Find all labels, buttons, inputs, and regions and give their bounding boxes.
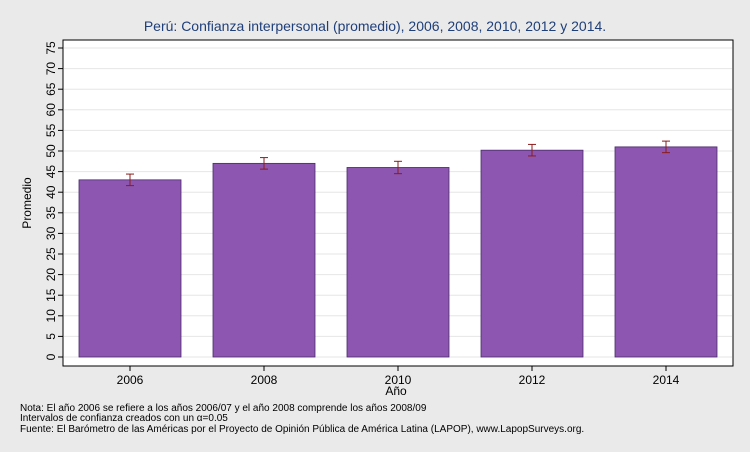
y-tick-label: 70 (44, 62, 58, 76)
note-line-1: Nota: El año 2006 se refiere a los años … (20, 403, 427, 414)
y-tick-label: 5 (44, 333, 58, 340)
y-axis-label: Promedio (20, 177, 34, 229)
note-line-2: Intervalos de confianza creados con un α… (20, 413, 228, 424)
error-bars (126, 140, 670, 187)
y-tick-label: 60 (44, 103, 58, 117)
y-tick-label: 50 (44, 144, 58, 158)
y-tick-label: 0 (44, 353, 58, 360)
bar (212, 162, 316, 358)
x-axis-label: Año (385, 384, 407, 398)
chart-title: Perú: Confianza interpersonal (promedio)… (144, 18, 606, 34)
y-tick-label: 45 (44, 165, 58, 179)
y-axis-ticks: 0 5 10 15 20 25 30 35 40 45 50 55 60 65 70 75 (44, 41, 63, 360)
x-tick-label: 2014 (653, 373, 680, 387)
bars (78, 146, 718, 358)
x-tick-label: 2008 (251, 373, 278, 387)
y-tick-label: 15 (44, 288, 58, 302)
bar (78, 179, 182, 358)
y-tick-label: 10 (44, 309, 58, 323)
y-tick-label: 25 (44, 247, 58, 261)
x-tick-label: 2010 (385, 373, 412, 387)
y-tick-label: 65 (44, 82, 58, 96)
x-tick-label: 2012 (519, 373, 546, 387)
y-tick-label: 40 (44, 185, 58, 199)
y-tick-label: 55 (44, 123, 58, 137)
y-tick-label: 35 (44, 206, 58, 220)
bar (480, 149, 584, 358)
y-tick-label: 20 (44, 268, 58, 282)
x-tick-label: 2006 (117, 373, 144, 387)
note-line-3: Fuente: El Barómetro de las Américas por… (20, 424, 584, 435)
y-tick-label: 30 (44, 226, 58, 240)
y-tick-label: 75 (44, 41, 58, 55)
x-axis-ticks: 2006 2008 2010 2012 2014 (117, 366, 680, 387)
bar (346, 167, 450, 358)
bar (614, 146, 718, 358)
